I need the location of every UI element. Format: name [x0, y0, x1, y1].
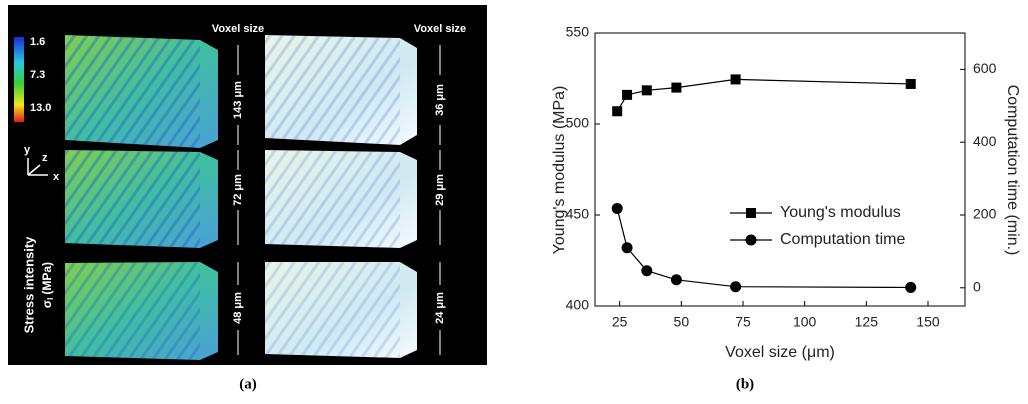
y-tick-label: 400	[566, 297, 590, 313]
y2-tick-label: 400	[973, 133, 997, 149]
marker	[641, 85, 652, 96]
x-tick-label: 125	[855, 314, 879, 330]
y-tick-label: 550	[566, 24, 590, 40]
series-line	[616, 208, 911, 289]
y2-axis-label: Computation time (min.)	[1004, 85, 1021, 256]
legend-label: Young's modulus	[780, 204, 901, 221]
axis-label: x	[53, 171, 60, 183]
colorbar-label: 13.0	[30, 102, 51, 114]
panel-a: 1.6 7.3 13.0 y z x Stress intensity σI (M…	[8, 5, 487, 365]
voxel-size: 36 μm	[434, 84, 446, 116]
x-tick-label: 75	[735, 314, 751, 330]
axis-label: z	[42, 152, 48, 164]
y2-tick-label: 600	[973, 60, 997, 76]
legend-marker	[746, 208, 756, 218]
stress-unit-text: (MPa)	[40, 262, 54, 295]
x-tick-label: 25	[612, 314, 628, 330]
stress-symbol: σ	[40, 300, 54, 308]
y2-tick-label: 0	[973, 279, 981, 295]
marker	[611, 202, 623, 214]
stress-subscript: I	[46, 298, 55, 300]
renders	[65, 35, 417, 360]
marker	[905, 78, 916, 89]
marker	[670, 274, 682, 286]
marker	[730, 74, 741, 85]
voxel-header: Voxel size	[414, 23, 466, 35]
voxel-size: 48 μm	[232, 292, 244, 324]
legend-marker	[745, 234, 757, 246]
panel-b: Young's modulus (MPa) Computation time (…	[551, 24, 1021, 362]
size-lines	[237, 45, 441, 355]
y-axis-label: Young's modulus (MPa)	[551, 86, 568, 255]
marker	[671, 82, 682, 93]
series-line	[616, 78, 911, 112]
x-axis-label: Voxel size (μm)	[725, 344, 835, 361]
voxel-size: 24 μm	[434, 292, 446, 324]
marker	[641, 265, 653, 277]
legend-label: Computation time	[780, 231, 905, 248]
marker	[622, 89, 633, 100]
caption: (a)	[239, 376, 257, 392]
marker	[730, 281, 742, 293]
y-tick-label: 450	[566, 206, 590, 222]
colorbar	[14, 37, 24, 122]
colorbar-label: 7.3	[30, 69, 45, 81]
plot-frame	[594, 32, 966, 307]
voxel-header: Voxel size	[212, 23, 264, 35]
marker	[612, 106, 623, 117]
x-tick-label: 100	[793, 314, 817, 330]
voxel-size: 72 μm	[232, 174, 244, 206]
y-tick-label: 500	[566, 115, 590, 131]
stress-unit: σI (MPa)	[40, 262, 55, 308]
marker	[621, 242, 633, 254]
x-tick-label: 150	[916, 314, 940, 330]
colorbar-label: 1.6	[30, 36, 45, 48]
marker	[905, 281, 917, 293]
voxel-size: 29 μm	[434, 174, 446, 206]
stress-title: Stress intensity	[21, 236, 36, 334]
axes-triad	[27, 158, 48, 176]
axis-label: y	[24, 144, 31, 156]
voxel-size: 143 μm	[232, 81, 244, 119]
x-tick-label: 50	[674, 314, 690, 330]
y2-tick-label: 200	[973, 206, 997, 222]
caption: (b)	[736, 376, 754, 392]
